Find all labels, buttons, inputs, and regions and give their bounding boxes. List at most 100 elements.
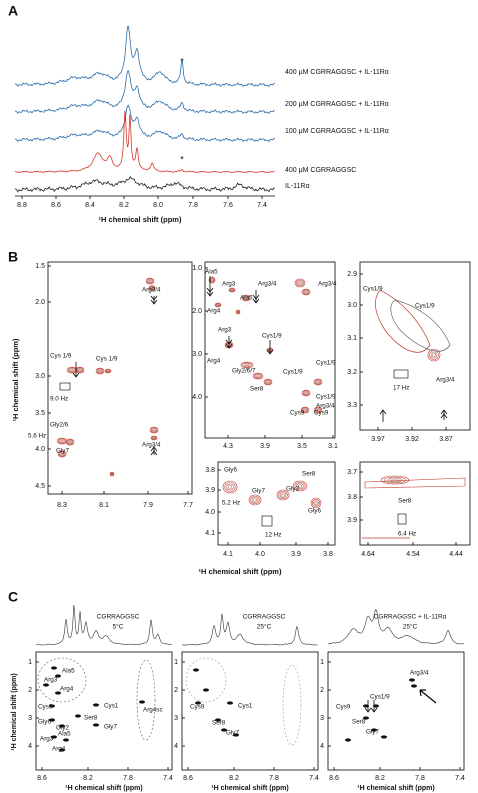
peak-label: Ala5 [58, 731, 71, 738]
peak-label: Arg4 [207, 308, 221, 315]
contour [302, 408, 308, 412]
region-outline [282, 664, 302, 746]
contour [243, 363, 251, 367]
x-tick-label: 8.6 [37, 775, 47, 782]
contour [60, 439, 64, 443]
bracket [59, 382, 71, 391]
y-tick-label: 4.0 [35, 446, 45, 453]
arrow-head [206, 291, 214, 297]
contour [242, 362, 252, 368]
x-axis-label: ¹H chemical shift (ppm) [99, 215, 182, 224]
contour [230, 288, 234, 292]
peak-label: 6.4 Hz [398, 531, 416, 538]
x-tick-label: 8.3 [57, 502, 67, 509]
peak [93, 703, 99, 707]
x-axis-label: ¹H chemical shift (ppm) [199, 567, 282, 576]
y-tick-label: 4 [174, 743, 178, 750]
y-tick-label: 3.5 [35, 410, 45, 417]
peak-label: Arg3 [40, 736, 54, 743]
contour [226, 483, 234, 491]
x-tick-label: 7.4 [455, 775, 465, 782]
spectrum-label: 400 μM CGRRAGGSC [285, 167, 356, 174]
contour [95, 367, 105, 375]
peak-label: Cys1/9 [316, 394, 336, 401]
x-tick-label: 4.64 [361, 551, 375, 558]
peak-label: Arg3 [218, 327, 232, 334]
contour [256, 374, 260, 378]
contour [300, 406, 310, 414]
contour [229, 288, 235, 292]
x-tick-label: 8.2 [119, 202, 129, 209]
y-tick-label: 4.1 [205, 530, 215, 537]
x-tick-label: 8.1 [99, 502, 109, 509]
arrow-head [150, 295, 158, 301]
peak-label: Gly7 [366, 729, 379, 736]
contour [427, 348, 441, 362]
contour [210, 278, 214, 282]
peak [363, 704, 369, 708]
x-tick-label: 8.6 [183, 775, 193, 782]
contour [375, 289, 431, 353]
contour [281, 493, 285, 497]
x-tick-label: 4.0 [255, 551, 265, 558]
x-axis-label: ¹H chemical shift (ppm) [65, 785, 142, 792]
peak-label: Arg4 [60, 686, 74, 693]
peak-label: Gly2/6 [50, 422, 69, 429]
contour [384, 476, 406, 484]
y-tick-label: 3.1 [347, 335, 357, 342]
arrow-head [266, 349, 274, 355]
x-tick-label: 3.87 [439, 436, 453, 443]
contour [304, 290, 308, 294]
contour [77, 368, 83, 372]
y-tick-label: 1 [174, 659, 178, 666]
plot-frame [327, 651, 465, 771]
contour [303, 391, 309, 395]
peak [51, 666, 57, 670]
x-tick-label: 7.8 [415, 775, 425, 782]
contour [105, 369, 111, 373]
x-tick-label: 8.8 [17, 202, 27, 209]
arrow-head [225, 339, 233, 345]
x-tick-label: 3.92 [405, 436, 419, 443]
contour [59, 439, 65, 443]
contour [255, 374, 261, 378]
peak-label: Arg3 [222, 281, 236, 288]
contour [302, 289, 310, 295]
peak [93, 723, 99, 727]
panel-label: C [8, 589, 18, 605]
contour [313, 406, 323, 414]
arrow-head [364, 707, 372, 713]
contour [243, 296, 249, 300]
x-axis-label: ¹H chemical shift (ppm) [357, 785, 434, 792]
y-tick-label: 3 [28, 715, 32, 722]
x-tick-label: 3.9 [260, 443, 270, 450]
contour [76, 367, 84, 373]
contour [236, 310, 240, 314]
peak-label: Cys1/9 [262, 333, 282, 340]
peak [75, 714, 81, 718]
peak-label: Cys 1/9 [50, 353, 72, 360]
contour [265, 380, 271, 384]
x-tick-label: 8.2 [83, 775, 93, 782]
contour [294, 481, 306, 491]
y-tick-label: 2 [320, 687, 324, 694]
peak-label: 17 Hz [393, 385, 409, 392]
panel-label: B [8, 249, 18, 265]
peak-label: Ser8 [302, 471, 316, 478]
plot-title: CGRRAGGSC [97, 614, 140, 621]
contour [263, 378, 273, 386]
contour [252, 372, 264, 380]
contour [57, 450, 67, 458]
x-tick-label: 7.6 [223, 202, 233, 209]
contour [316, 408, 320, 412]
spectrum [14, 176, 275, 193]
x-tick-label: 7.4 [257, 202, 267, 209]
contour [97, 369, 103, 373]
contour [57, 438, 67, 444]
y-axis-label: ¹H chemical shift (ppm) [11, 338, 20, 421]
contour [311, 498, 321, 508]
peak-label: Gly2 [286, 486, 299, 493]
peak [59, 748, 65, 752]
x-tick-label: 3.8 [323, 551, 333, 558]
y-tick-label: 3 [320, 715, 324, 722]
